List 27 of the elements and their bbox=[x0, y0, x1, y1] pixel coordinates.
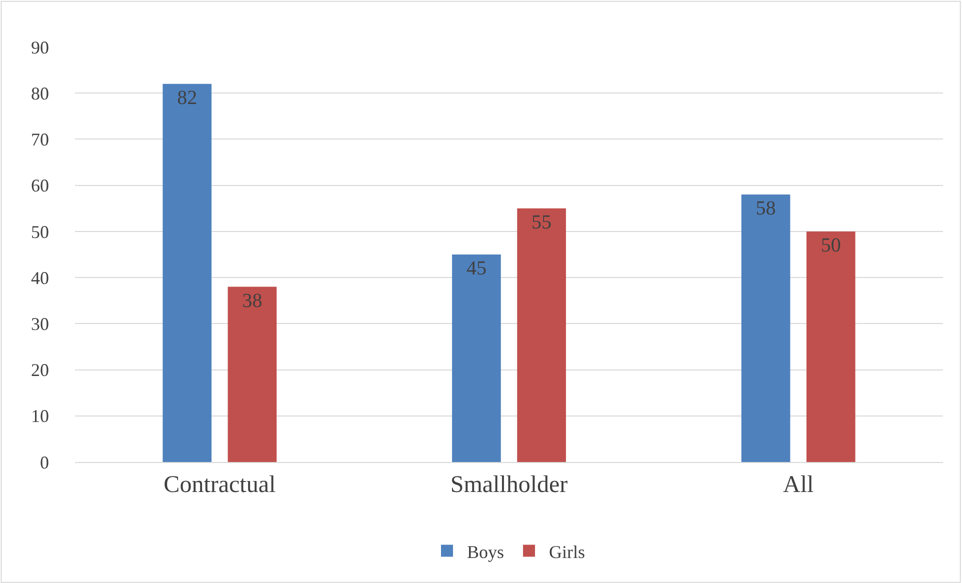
y-tick-label: 90 bbox=[31, 37, 49, 58]
y-tick-label: 60 bbox=[31, 176, 49, 196]
x-tick-label: Smallholder bbox=[450, 472, 568, 498]
bar bbox=[162, 84, 212, 462]
x-tick-label: Contractual bbox=[164, 472, 276, 498]
bar bbox=[228, 286, 277, 462]
bar bbox=[452, 254, 501, 462]
data-label: 58 bbox=[756, 198, 776, 220]
bar bbox=[741, 194, 790, 462]
data-label: 55 bbox=[532, 211, 552, 234]
y-tick-label: 10 bbox=[31, 406, 49, 426]
bar bbox=[517, 208, 566, 462]
legend-label: Girls bbox=[549, 542, 586, 562]
y-tick-label: 20 bbox=[31, 360, 49, 380]
legend-label: Boys bbox=[467, 542, 504, 562]
y-tick-label: 50 bbox=[31, 222, 49, 242]
bar bbox=[806, 231, 856, 462]
data-label: 82 bbox=[177, 86, 198, 109]
y-tick-label: 40 bbox=[31, 268, 49, 288]
x-tick-label: All bbox=[782, 472, 814, 498]
y-tick-label: 0 bbox=[40, 452, 49, 472]
y-tick-label: 70 bbox=[31, 130, 49, 150]
y-tick-label: 30 bbox=[31, 314, 49, 334]
data-label: 50 bbox=[820, 234, 841, 256]
data-label: 38 bbox=[242, 290, 262, 312]
data-label: 45 bbox=[466, 258, 486, 280]
y-tick-label: 80 bbox=[31, 83, 49, 104]
